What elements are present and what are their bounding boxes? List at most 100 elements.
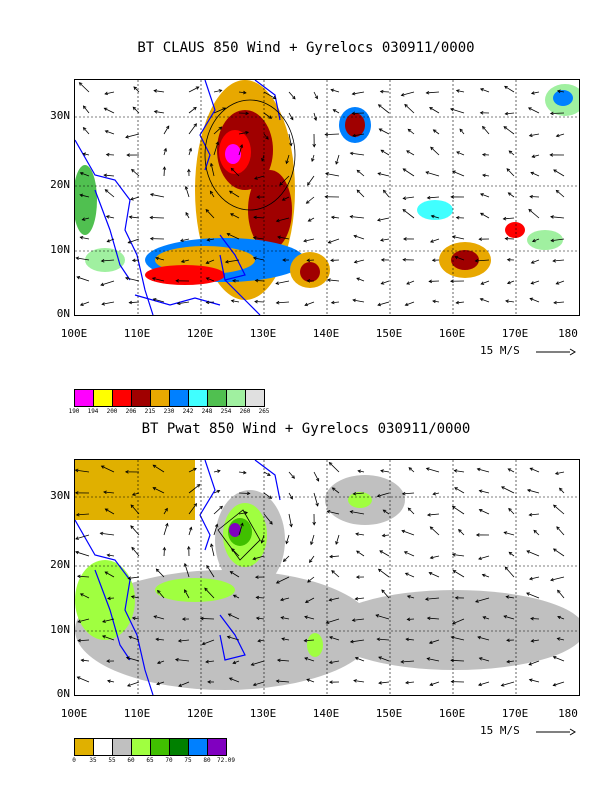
wind-vector [559, 487, 565, 494]
wind-vector [206, 565, 215, 578]
wind-vector-head [375, 614, 380, 618]
wind-vector [130, 504, 140, 515]
wind-vector-head [349, 214, 354, 219]
wind-vector-head [104, 91, 109, 96]
wind-vector-head [79, 302, 84, 306]
wind-vector [103, 491, 115, 494]
wind-vector [550, 112, 565, 114]
p2-xlabel-130e: 130E [249, 707, 277, 720]
wind-vector [352, 299, 365, 303]
wind-vector-head [82, 127, 87, 131]
wind-vector [350, 639, 365, 643]
wind-vector-head [290, 116, 294, 121]
wind-vector-head [430, 214, 435, 219]
wind-vector-head [382, 189, 387, 194]
wind-vector [233, 594, 240, 599]
wind-vector [253, 237, 265, 240]
wind-vector-head [527, 107, 532, 111]
wind-vector [427, 658, 440, 662]
colorbar-swatch [75, 390, 94, 406]
wind-vector-head [531, 154, 536, 158]
p1-ref-vector-label: 15 M/S [480, 344, 520, 357]
wind-vector-head [240, 522, 244, 527]
colorbar-tick-label: 75 [184, 757, 192, 764]
wind-vector-head [245, 111, 250, 116]
wind-vector [553, 169, 565, 177]
wind-vector-head [331, 487, 336, 491]
wind-vector [105, 130, 115, 135]
wind-vector-head [451, 170, 456, 174]
wind-vector-head [106, 239, 111, 243]
wind-vector-head [503, 126, 508, 130]
wind-vector [329, 462, 340, 473]
wind-vector-head [335, 160, 339, 165]
wind-vector [125, 277, 140, 282]
wind-vector [380, 470, 390, 473]
wind-vector-head [450, 658, 454, 663]
wind-vector [188, 503, 197, 515]
wind-vector-head [380, 258, 385, 262]
p2-xlabel-120e: 120E [186, 707, 214, 720]
p1-xlabel-160e: 160E [438, 327, 466, 340]
wind-vector-head [459, 128, 463, 133]
wind-vector-head [229, 571, 234, 575]
wind-vector [329, 660, 340, 664]
colorbar-tick-label: 206 [125, 408, 137, 415]
wind-vector-head [452, 621, 456, 625]
wind-vector [382, 534, 390, 537]
p2-xlabel-170e: 170E [501, 707, 529, 720]
wind-vector-head [227, 613, 232, 617]
wind-vector [406, 638, 415, 641]
wind-vector-head [530, 281, 535, 285]
wind-vector-head [557, 589, 561, 594]
wind-vector [231, 300, 240, 303]
wind-vector-head [352, 491, 357, 496]
wind-vector-head [313, 117, 318, 122]
wind-vector-head [528, 512, 533, 517]
wind-vector [213, 490, 220, 494]
wind-vector-head [75, 512, 80, 517]
wind-vector [225, 259, 240, 263]
wind-vector-head [102, 619, 106, 623]
wind-vector-head [216, 489, 221, 494]
wind-vector [506, 660, 515, 663]
panel-1-title: BT CLAUS 850 Wind + Gyrelocs 030911/0000 [137, 40, 475, 56]
wind-vector-head [355, 532, 359, 536]
wind-vector [450, 108, 465, 114]
p1-xlabel-170e: 170E [501, 327, 529, 340]
wind-vector [506, 168, 515, 177]
wind-vector [75, 534, 90, 540]
colorbar-swatch [208, 390, 227, 406]
wind-vector [430, 146, 440, 156]
wind-vector-head [425, 467, 430, 471]
wind-vector [157, 590, 165, 599]
wind-vector-head [324, 132, 329, 137]
wind-vector-head [529, 297, 534, 301]
wind-vector [310, 534, 315, 545]
wind-vector [177, 301, 190, 305]
wind-vector-head [476, 467, 481, 472]
wind-vector-head [306, 258, 311, 263]
wind-vector [352, 91, 365, 95]
wind-vector-head [356, 277, 360, 281]
wind-vector-head [205, 277, 210, 281]
wind-vector-head [199, 616, 204, 621]
wind-vector [503, 126, 515, 135]
wind-vector [255, 280, 265, 282]
wind-vector-head [478, 509, 483, 513]
wind-vector [458, 529, 465, 536]
colorbar-swatch [170, 390, 189, 406]
colorbar-tick-label: 65 [146, 757, 154, 764]
wind-vector-head [80, 658, 85, 663]
wind-vector-head [128, 215, 133, 219]
wind-vector-head [324, 195, 329, 199]
wind-vector [330, 89, 340, 93]
wind-vector [551, 238, 565, 242]
wind-vector-head [304, 302, 309, 307]
wind-vector-head [505, 299, 509, 303]
wind-vector-head [378, 656, 382, 660]
wind-vector-head [478, 657, 483, 661]
wind-vector-head [104, 189, 109, 193]
wind-vector [456, 90, 465, 93]
wind-vector [238, 91, 246, 94]
